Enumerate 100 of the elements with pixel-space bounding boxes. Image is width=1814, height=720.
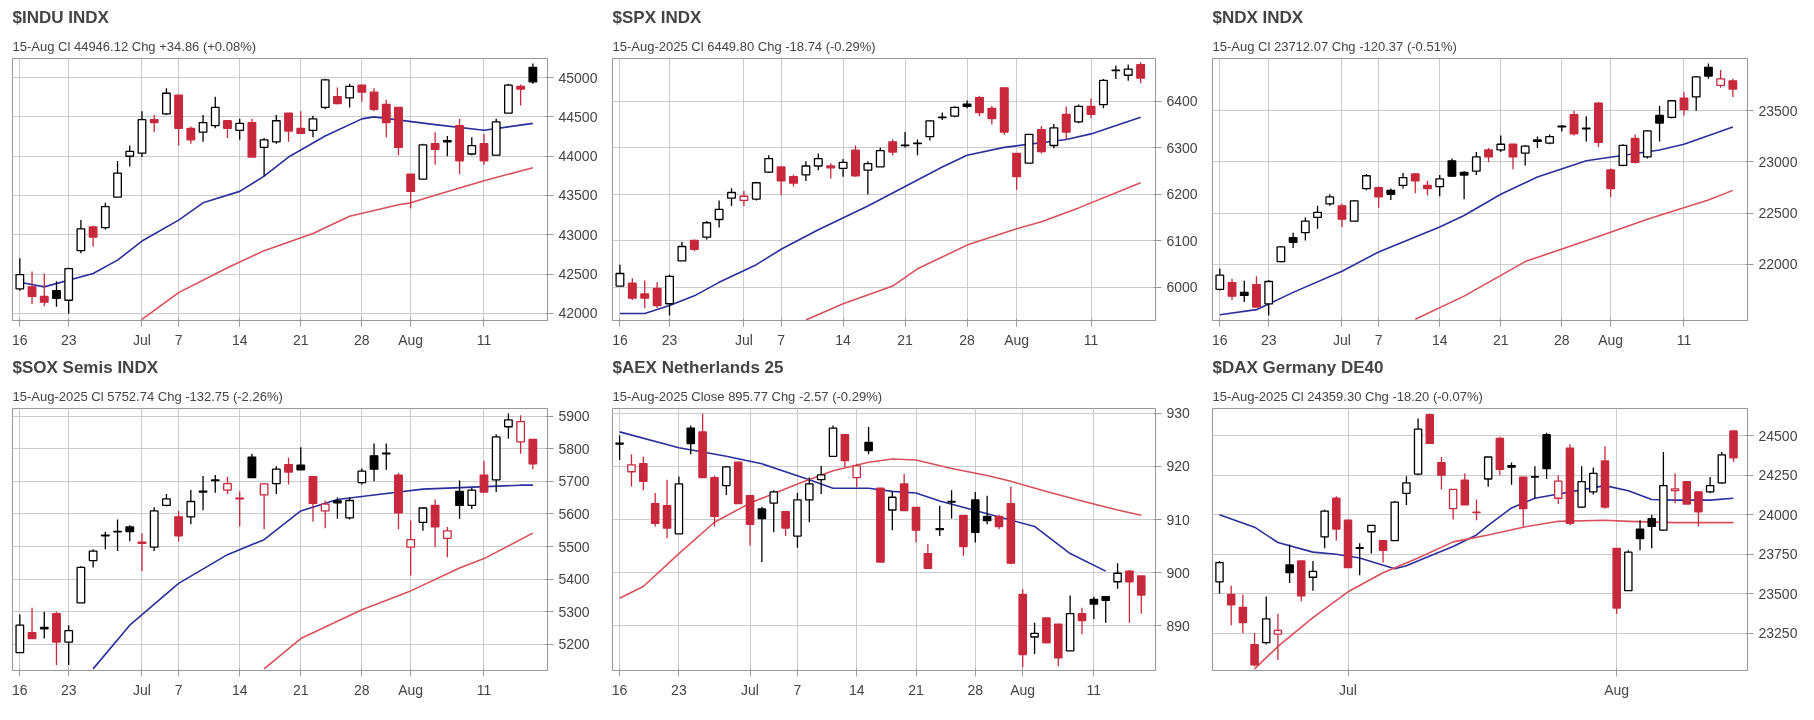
candlestick	[1288, 232, 1298, 249]
chart-subtitle: 15-Aug Cl 23712.07 Chg -120.37 (-0.51%)	[1212, 38, 1457, 54]
y-tick-label: 5300	[558, 603, 590, 620]
x-tick-label: 11	[1676, 331, 1692, 348]
y-tick-label: 910	[1166, 511, 1191, 528]
chart-title: $NDX INDX	[1212, 7, 1304, 27]
candlestick	[838, 158, 848, 178]
chart-title: $INDU INDX	[12, 7, 110, 27]
candlestick	[875, 146, 885, 168]
chart-subtitle: 15-Aug-2025 Cl 24359.30 Chg -18.20 (-0.07%)	[1212, 388, 1483, 404]
x-tick-label: 16	[12, 331, 28, 348]
candlestick	[1728, 78, 1738, 98]
y-tick-label: 6000	[1166, 279, 1198, 296]
chart-title: $SOX Semis INDX	[12, 357, 159, 377]
x-tick-label: 21	[292, 331, 309, 348]
candlestick	[662, 479, 672, 539]
candlestick	[516, 414, 526, 455]
candlestick	[1679, 91, 1689, 117]
y-tick-label: 5400	[558, 571, 590, 588]
candlestick	[430, 131, 440, 166]
candlestick	[1589, 466, 1598, 496]
candlestick	[1471, 151, 1481, 176]
x-tick-label: 16	[12, 681, 28, 698]
x-tick-label: Aug	[1604, 681, 1630, 698]
y-tick-label: 6400	[1166, 93, 1198, 110]
candlestick	[15, 257, 25, 292]
candlestick	[259, 482, 269, 530]
y-tick-label: 6100	[1166, 232, 1198, 249]
x-tick-label: 16	[611, 681, 628, 698]
candlestick	[739, 190, 749, 207]
candlestick	[442, 135, 452, 157]
y-tick-label: 6300	[1166, 139, 1198, 156]
candlestick	[369, 442, 379, 482]
candlestick	[1261, 595, 1271, 646]
candlestick	[1606, 167, 1616, 198]
candlestick	[320, 499, 330, 529]
x-tick-label: Jul	[1339, 681, 1357, 698]
candlestick	[639, 456, 648, 491]
candlestick	[1238, 593, 1248, 634]
candlestick	[1647, 514, 1656, 549]
x-tick-label: 23	[661, 331, 678, 348]
y-tick-label: 23500	[1758, 102, 1798, 119]
candlestick	[198, 475, 208, 511]
candlestick	[503, 412, 513, 440]
y-tick-label: 24250	[1758, 467, 1798, 484]
y-tick-label: 23750	[1758, 546, 1798, 563]
x-tick-label: Jul	[741, 681, 759, 698]
chart-subtitle: 15-Aug-2025 Close 895.77 Chg -2.57 (-0.29%)	[612, 388, 883, 404]
candlestick	[935, 505, 945, 537]
chart-title: $AEX Netherlands 25	[612, 357, 784, 377]
candlestick	[1136, 61, 1146, 84]
candlestick	[1308, 560, 1318, 592]
candlestick	[174, 510, 184, 542]
candlestick	[88, 548, 98, 569]
candlestick	[1367, 524, 1376, 555]
candlestick	[1448, 488, 1458, 521]
candlestick	[271, 114, 281, 145]
y-tick-label: 43000	[558, 226, 598, 243]
x-tick-label: 23	[60, 331, 77, 348]
candlestick	[1239, 280, 1249, 303]
candlestick	[430, 498, 440, 548]
x-tick-label: 28	[354, 681, 370, 698]
y-tick-label: 23000	[1758, 153, 1798, 170]
y-tick-label: 900	[1166, 564, 1191, 581]
x-tick-label: 11	[1086, 681, 1102, 698]
candlestick	[259, 137, 269, 177]
candlestick	[804, 476, 814, 523]
candlestick	[1077, 607, 1087, 636]
candlestick	[1273, 613, 1283, 661]
candlestick	[198, 114, 208, 143]
candlestick	[1227, 278, 1237, 301]
candlestick	[852, 463, 862, 488]
y-tick-label: 43500	[558, 187, 598, 204]
x-tick-label: 16	[1212, 331, 1228, 348]
x-tick-label: Jul	[1333, 331, 1351, 348]
candlestick	[887, 490, 897, 531]
chart-subtitle: 15-Aug Cl 44946.12 Chg +34.86 (+0.08%)	[12, 38, 257, 54]
x-tick-label: Jul	[734, 331, 753, 348]
candlestick	[406, 173, 416, 210]
x-tick-label: Aug	[1598, 331, 1624, 348]
candlestick	[1553, 474, 1563, 505]
chart-title: $SPX INDX	[612, 7, 702, 27]
x-tick-label: 14	[231, 331, 248, 348]
candlestick	[1635, 519, 1645, 551]
x-tick-label: 21	[292, 681, 309, 698]
candlestick	[1049, 123, 1059, 149]
candlestick	[1630, 133, 1640, 165]
candlestick	[442, 526, 452, 558]
y-tick-label: 22000	[1758, 256, 1798, 273]
x-tick-label: Aug	[1004, 331, 1030, 348]
candlestick	[1691, 75, 1701, 112]
candlestick	[76, 219, 86, 254]
y-tick-label: 23500	[1758, 585, 1798, 602]
candlestick	[1378, 539, 1388, 564]
candlestick	[1089, 595, 1099, 620]
candlestick	[210, 96, 220, 130]
candlestick	[1012, 152, 1022, 191]
candlestick	[1530, 465, 1540, 499]
y-tick-label: 5800	[558, 440, 590, 457]
candlestick	[1670, 472, 1680, 504]
